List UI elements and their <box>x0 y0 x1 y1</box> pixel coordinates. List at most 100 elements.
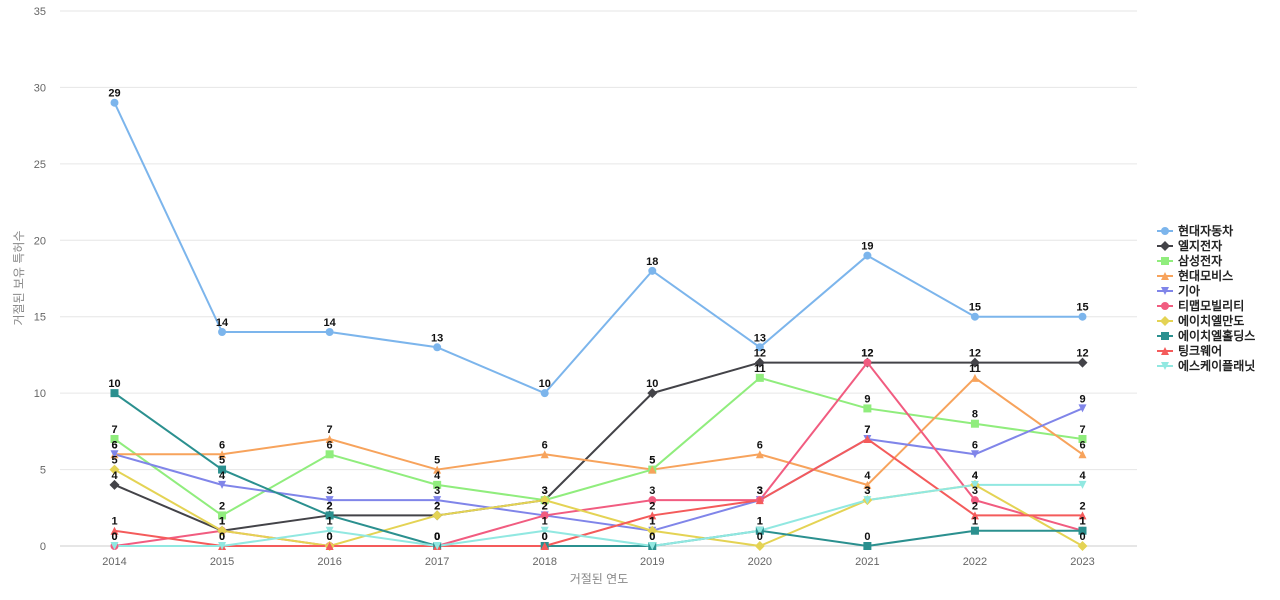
data-label: 0 <box>542 531 548 543</box>
data-point <box>863 435 872 443</box>
x-tick-label: 2018 <box>532 556 556 568</box>
data-point <box>648 266 657 275</box>
x-tick-label: 2015 <box>210 556 234 568</box>
data-label: 6 <box>111 439 117 451</box>
legend-label: 엘지전자 <box>1178 238 1222 253</box>
legend-marker <box>1160 241 1170 251</box>
data-point <box>218 328 227 336</box>
legend-item[interactable]: 현대모비스 <box>1157 268 1233 283</box>
data-label: 2 <box>542 500 548 512</box>
data-label: 3 <box>757 485 763 497</box>
data-label: 1 <box>219 516 225 528</box>
data-point <box>863 480 872 489</box>
legend-marker <box>1161 362 1169 370</box>
data-point <box>110 450 119 459</box>
data-point <box>648 511 657 520</box>
data-label: 6 <box>1079 439 1085 451</box>
data-point <box>755 526 764 535</box>
data-point <box>863 496 872 505</box>
data-point <box>863 251 872 260</box>
data-point <box>1078 526 1087 535</box>
data-point <box>970 496 979 505</box>
data-point <box>433 542 442 550</box>
legend-item[interactable]: 삼성전자 <box>1157 253 1222 268</box>
legend-label: 현대자동차 <box>1178 223 1233 238</box>
data-label: 18 <box>646 256 658 268</box>
data-point <box>539 495 550 506</box>
data-point <box>1078 511 1087 520</box>
data-label: 10 <box>108 378 120 390</box>
data-label: 0 <box>434 531 440 543</box>
legend-item[interactable]: 팅크웨어 <box>1157 343 1222 358</box>
data-point <box>648 496 657 505</box>
data-point <box>540 511 549 520</box>
data-label: 2 <box>649 500 655 512</box>
data-label: 1 <box>757 516 763 528</box>
data-label: 13 <box>431 332 443 344</box>
data-point <box>433 465 442 474</box>
data-label: 1 <box>972 516 978 528</box>
data-label: 0 <box>327 531 333 543</box>
x-tick-label: 2019 <box>640 556 664 568</box>
y-tick-label: 15 <box>34 312 46 324</box>
data-point <box>755 450 764 459</box>
data-point <box>647 525 658 536</box>
data-point <box>1078 480 1087 489</box>
legend-item[interactable]: 엘지전자 <box>1157 238 1222 253</box>
legend-item[interactable]: 현대자동차 <box>1157 223 1233 238</box>
data-label: 15 <box>969 302 981 314</box>
data-point <box>218 480 227 489</box>
data-point <box>755 496 764 505</box>
data-point <box>433 496 442 505</box>
legend-item[interactable]: 티맵모빌리티 <box>1157 298 1244 313</box>
data-label: 2 <box>327 500 333 512</box>
legend[interactable]: 현대자동차엘지전자삼성전자현대모비스기아티맵모빌리티에이치엘만도에이치엘홀딩스팅… <box>1157 223 1255 373</box>
data-point <box>1078 404 1087 413</box>
legend-item[interactable]: 에스케이플래닛 <box>1157 358 1255 373</box>
data-label: 6 <box>757 439 763 451</box>
data-point <box>325 328 334 336</box>
data-label: 7 <box>1079 424 1085 436</box>
data-label: 11 <box>969 363 981 375</box>
series-line-8 <box>113 438 1084 547</box>
legend-marker <box>1161 287 1169 295</box>
y-axis-title: 거절된 보유 특허수 <box>12 231 26 326</box>
data-label: 3 <box>542 485 548 497</box>
series-markers <box>109 98 1088 551</box>
data-point <box>218 450 227 459</box>
data-label: 1 <box>757 516 763 528</box>
data-label: 0 <box>757 531 763 543</box>
legend-item[interactable]: 에이치엘만도 <box>1157 313 1244 328</box>
data-label: 3 <box>542 485 548 497</box>
data-point <box>109 479 120 490</box>
x-tick-label: 2014 <box>102 556 126 568</box>
data-label: 2 <box>434 500 440 512</box>
data-label: 0 <box>1079 531 1085 543</box>
series-line-0 <box>113 101 1084 395</box>
data-label: 5 <box>649 455 655 467</box>
data-label: 29 <box>108 88 120 100</box>
legend-marker <box>1161 227 1169 235</box>
data-label: 5 <box>111 455 117 467</box>
data-label: 15 <box>1076 302 1088 314</box>
y-tick-label: 35 <box>34 6 46 18</box>
data-label: 14 <box>323 317 336 329</box>
data-point <box>217 525 228 536</box>
data-label: 0 <box>327 531 333 543</box>
data-label: 5 <box>219 455 225 467</box>
legend-item[interactable]: 기아 <box>1157 283 1200 298</box>
data-label: 7 <box>864 424 870 436</box>
legend-item[interactable]: 에이치엘홀딩스 <box>1157 328 1255 343</box>
data-point <box>755 373 764 382</box>
y-tick-label: 5 <box>40 465 46 477</box>
data-point <box>754 541 765 551</box>
data-point <box>754 357 765 368</box>
legend-label: 삼성전자 <box>1178 253 1222 268</box>
data-label: 13 <box>754 332 766 344</box>
series-line-7 <box>113 392 1084 547</box>
data-label: 7 <box>111 424 117 436</box>
data-label: 5 <box>649 455 655 467</box>
data-point <box>755 343 764 352</box>
